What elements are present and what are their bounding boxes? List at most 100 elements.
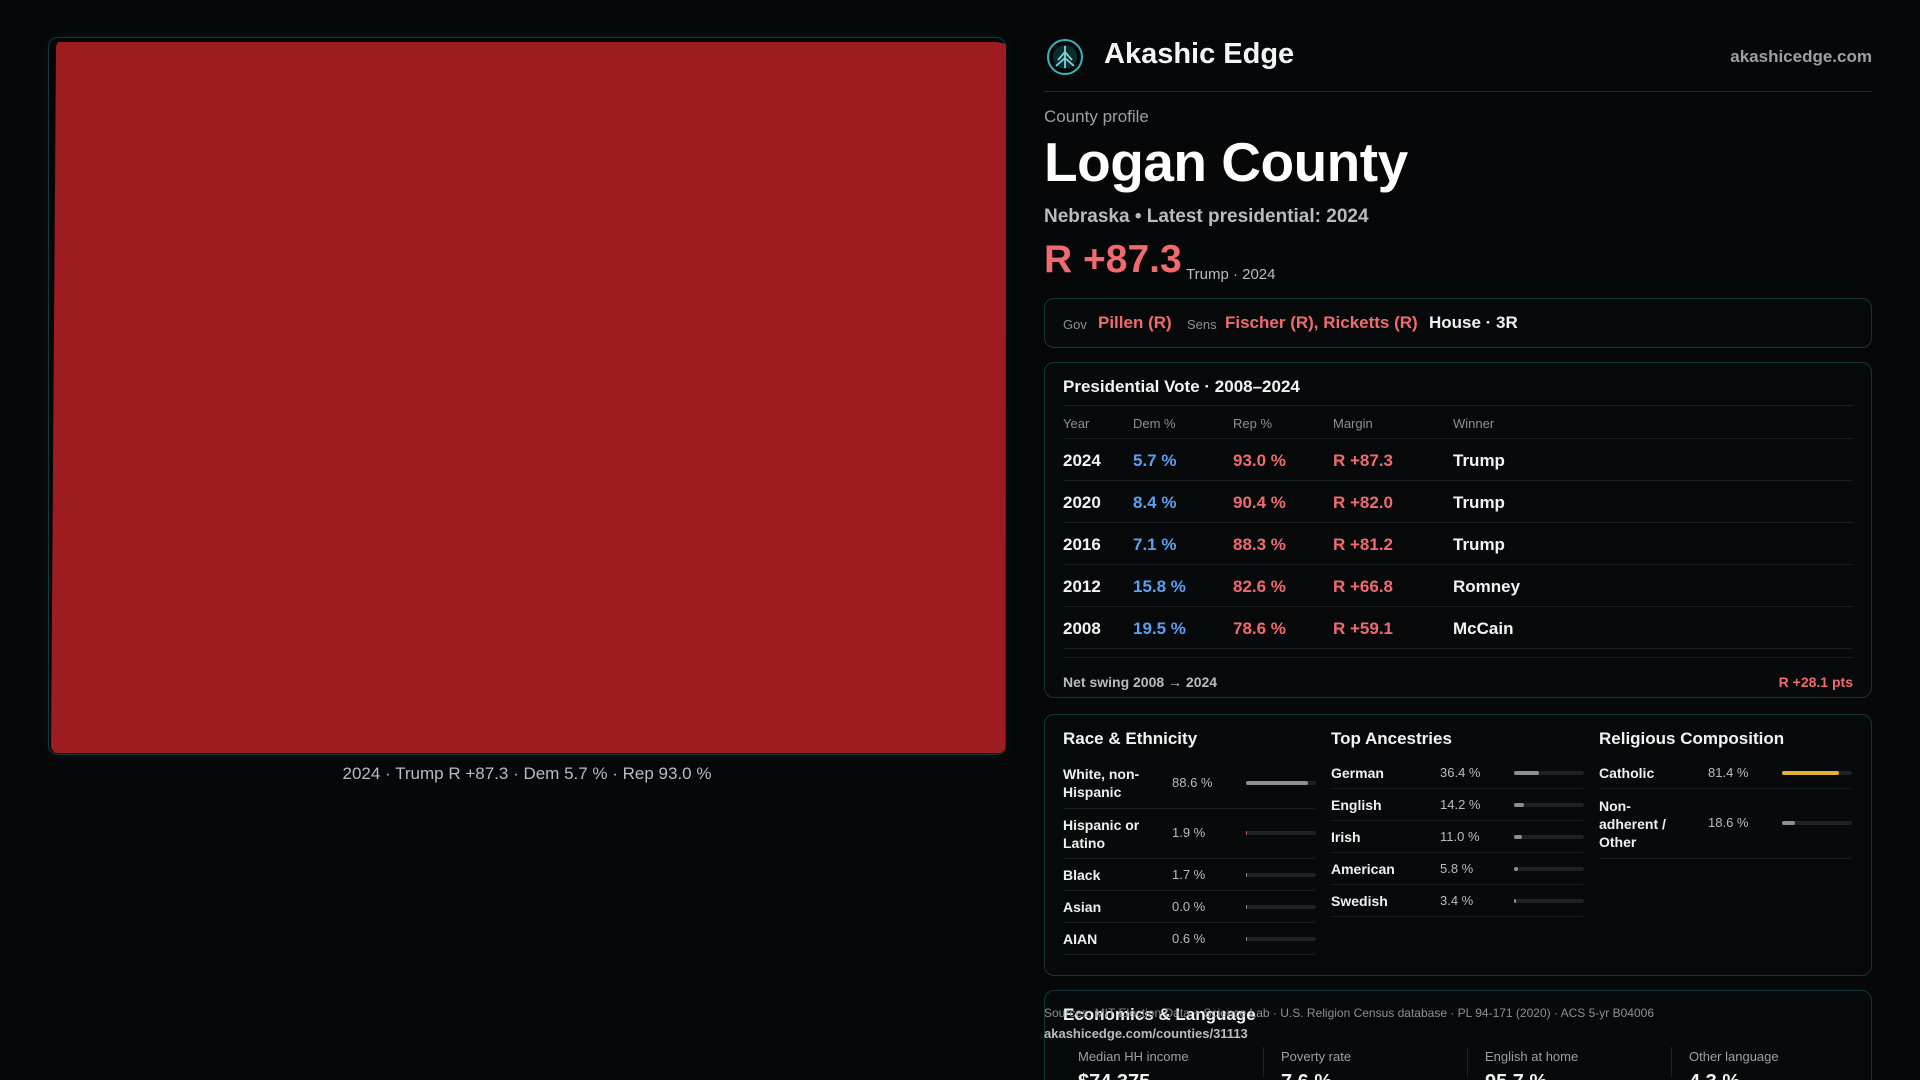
ancestry-bar-fill xyxy=(1514,803,1524,807)
row-dem: 7.1 % xyxy=(1133,535,1177,554)
ancestry-bar-fill xyxy=(1514,867,1519,871)
economics-card: Economics & Language Median HH income $7… xyxy=(1044,990,1872,1080)
race-title: Race & Ethnicity xyxy=(1063,729,1198,748)
row-dem: 15.8 % xyxy=(1133,577,1186,596)
sources-note: Sources: MIT Election Data + Science Lab… xyxy=(1044,1006,1654,1020)
table-row: 2012 15.8 % 82.6 % R +66.8 Romney xyxy=(1063,565,1853,607)
race-pct: 88.6 % xyxy=(1172,775,1213,790)
row-dem: 8.4 % xyxy=(1133,493,1177,512)
ancestry-name: English xyxy=(1331,797,1382,813)
race-name: Asian xyxy=(1063,899,1102,915)
brand-name[interactable]: Akashic Edge xyxy=(1104,38,1295,70)
demographics-card: Race & Ethnicity White, non-Hispanic 88.… xyxy=(1044,714,1872,976)
econ-divider xyxy=(1467,1047,1468,1077)
page-kicker: County profile xyxy=(1044,107,1149,126)
list-item: German 36.4 % xyxy=(1331,757,1584,789)
religion-name: Non-adherent / Other xyxy=(1599,798,1666,850)
row-rep: 93.0 % xyxy=(1233,451,1286,470)
race-name: White, non-Hispanic xyxy=(1063,766,1140,800)
ancestry-bar xyxy=(1514,835,1584,839)
econ-label: English at home xyxy=(1485,1049,1579,1064)
list-item: White, non-Hispanic 88.6 % xyxy=(1063,757,1316,809)
gov-label: Gov xyxy=(1063,317,1087,332)
page-url[interactable]: akashicedge.com/counties/31113 xyxy=(1044,1026,1248,1041)
race-name: Black xyxy=(1063,867,1101,883)
econ-value: $74,375 xyxy=(1078,1071,1150,1080)
row-rep: 82.6 % xyxy=(1233,577,1286,596)
page-subtitle: Nebraska • Latest presidential: 2024 xyxy=(1044,206,1369,227)
race-name: AIAN xyxy=(1063,931,1098,947)
econ-divider xyxy=(1263,1047,1264,1077)
religion-pct: 18.6 % xyxy=(1708,815,1749,830)
list-item: American 5.8 % xyxy=(1331,853,1584,885)
brand-header: Akashic Edge akashicedge.com xyxy=(1044,34,1872,92)
economics-title: Economics & Language xyxy=(1063,1005,1256,1024)
row-margin: R +87.3 xyxy=(1333,451,1394,470)
header-rep: Rep % xyxy=(1233,416,1273,431)
row-year: 2008 xyxy=(1063,619,1101,638)
row-winner: Trump xyxy=(1453,451,1505,470)
econ-value: 7.6 % xyxy=(1281,1071,1332,1080)
religion-title: Religious Composition xyxy=(1599,729,1785,748)
race-bar xyxy=(1246,873,1316,877)
religion-bar-fill xyxy=(1782,771,1839,775)
econ-divider xyxy=(1671,1047,1672,1077)
row-winner: Romney xyxy=(1453,577,1521,596)
county-shape[interactable] xyxy=(49,38,1007,756)
row-margin: R +59.1 xyxy=(1333,619,1394,638)
list-item: Non-adherent / Other 18.6 % xyxy=(1599,789,1852,859)
tree-logo-icon xyxy=(1047,39,1083,75)
row-rep: 88.3 % xyxy=(1233,535,1286,554)
county-map-panel xyxy=(48,37,1006,755)
race-pct: 0.6 % xyxy=(1172,931,1206,946)
ancestry-bar-fill xyxy=(1514,899,1517,903)
table-row: 2008 19.5 % 78.6 % R +59.1 McCain xyxy=(1063,607,1853,649)
race-bar-fill xyxy=(1246,937,1247,941)
list-item: Irish 11.0 % xyxy=(1331,821,1584,853)
race-ethnicity-section: Race & Ethnicity White, non-Hispanic 88.… xyxy=(1063,729,1316,955)
race-bar-fill xyxy=(1246,781,1309,785)
headline-margin: R +87.3 xyxy=(1044,238,1182,281)
ancestry-bar-fill xyxy=(1514,835,1522,839)
race-bar-fill xyxy=(1246,873,1248,877)
ancestry-name: Swedish xyxy=(1331,893,1388,909)
table-row: 2024 5.7 % 93.0 % R +87.3 Trump xyxy=(1063,439,1853,481)
race-bar-fill xyxy=(1246,831,1248,835)
ancestry-name: Irish xyxy=(1331,829,1361,845)
gov-value: Pillen (R) xyxy=(1098,313,1172,332)
row-dem: 5.7 % xyxy=(1133,451,1177,470)
religion-section: Religious Composition Catholic 81.4 % No… xyxy=(1599,729,1852,859)
brand-url[interactable]: akashicedge.com xyxy=(1730,47,1872,66)
ancestry-bar xyxy=(1514,771,1584,775)
header-winner: Winner xyxy=(1453,416,1495,431)
table-row: 2016 7.1 % 88.3 % R +81.2 Trump xyxy=(1063,523,1853,565)
list-item: Swedish 3.4 % xyxy=(1331,885,1584,917)
ancestry-title: Top Ancestries xyxy=(1331,729,1452,748)
list-item: Black 1.7 % xyxy=(1063,859,1316,891)
ancestry-bar-fill xyxy=(1514,771,1540,775)
row-year: 2012 xyxy=(1063,577,1101,596)
econ-label: Poverty rate xyxy=(1281,1049,1352,1064)
table-row: 2020 8.4 % 90.4 % R +82.0 Trump xyxy=(1063,481,1853,523)
ancestry-bar xyxy=(1514,803,1584,807)
row-dem: 19.5 % xyxy=(1133,619,1186,638)
ancestry-pct: 11.0 % xyxy=(1440,829,1480,844)
page-title: Logan County xyxy=(1044,131,1408,193)
ancestry-pct: 3.4 % xyxy=(1440,893,1474,908)
race-bar xyxy=(1246,937,1316,941)
race-bar-fill xyxy=(1246,905,1247,909)
ancestry-name: American xyxy=(1331,861,1395,877)
race-name: Hispanic or Latino xyxy=(1063,817,1140,851)
ancestry-bar xyxy=(1514,867,1584,871)
religion-name: Catholic xyxy=(1599,765,1655,781)
list-item: AIAN 0.6 % xyxy=(1063,923,1316,955)
row-year: 2024 xyxy=(1063,451,1101,470)
list-item: English 14.2 % xyxy=(1331,789,1584,821)
ancestry-name: German xyxy=(1331,765,1384,781)
list-item: Catholic 81.4 % xyxy=(1599,757,1852,789)
religion-bar-fill xyxy=(1782,821,1796,825)
row-margin: R +66.8 xyxy=(1333,577,1394,596)
econ-label: Median HH income xyxy=(1078,1049,1189,1064)
ancestry-section: Top Ancestries German 36.4 % English 14.… xyxy=(1331,729,1584,917)
race-pct: 1.7 % xyxy=(1172,867,1206,882)
